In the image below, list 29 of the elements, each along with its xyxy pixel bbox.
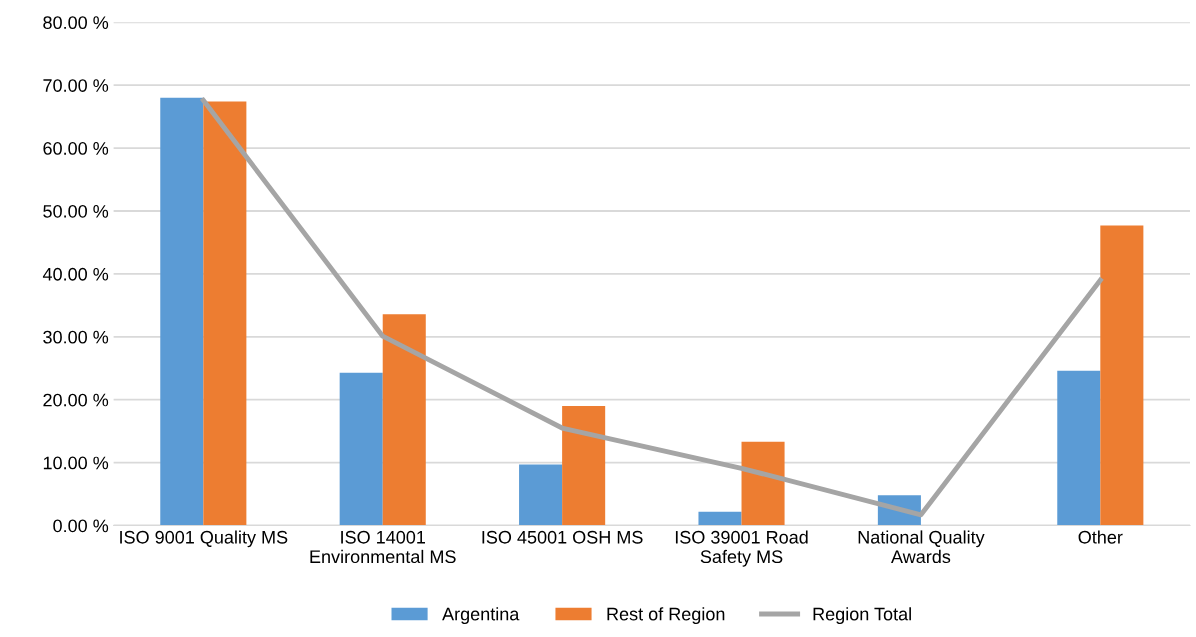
legend-label: Rest of Region (607, 607, 725, 625)
x-tick-label: ISO 14001 Environmental MS (310, 530, 456, 564)
x-tick-label: Other (1078, 530, 1123, 544)
x-tick-label: ISO 45001 OSH MS (482, 530, 643, 544)
bar (562, 406, 606, 526)
bar (698, 511, 742, 526)
bar (1100, 225, 1144, 526)
line-series (200, 97, 1103, 518)
x-tick-label: National Quality Awards (858, 530, 985, 564)
y-tick-label: 0.00 % (53, 519, 109, 533)
y-tick-label: 70.00 % (43, 79, 109, 92)
bar (203, 101, 247, 526)
bar (519, 464, 563, 526)
y-tick-label: 60.00 % (43, 142, 109, 155)
legend-label: Argentina (442, 607, 520, 625)
bar (741, 441, 785, 526)
y-tick-label: 30.00 % (43, 330, 109, 344)
x-tick-label: ISO 39001 Road Safety MS (675, 530, 808, 567)
bar (339, 372, 383, 526)
y-tick-label: 20.00 % (43, 393, 109, 407)
legend-label: Region Total (813, 607, 911, 625)
y-tick-label: 40.00 % (42, 267, 109, 281)
y-tick-label: 50.00 % (43, 204, 109, 218)
bar (1057, 370, 1101, 526)
bar (160, 97, 204, 526)
y-tick-label: 80.00 % (43, 16, 109, 30)
y-tick-label: 10.00 % (43, 456, 109, 470)
x-tick-label: ISO 9001 Quality MS (120, 530, 288, 548)
bar (382, 314, 426, 526)
